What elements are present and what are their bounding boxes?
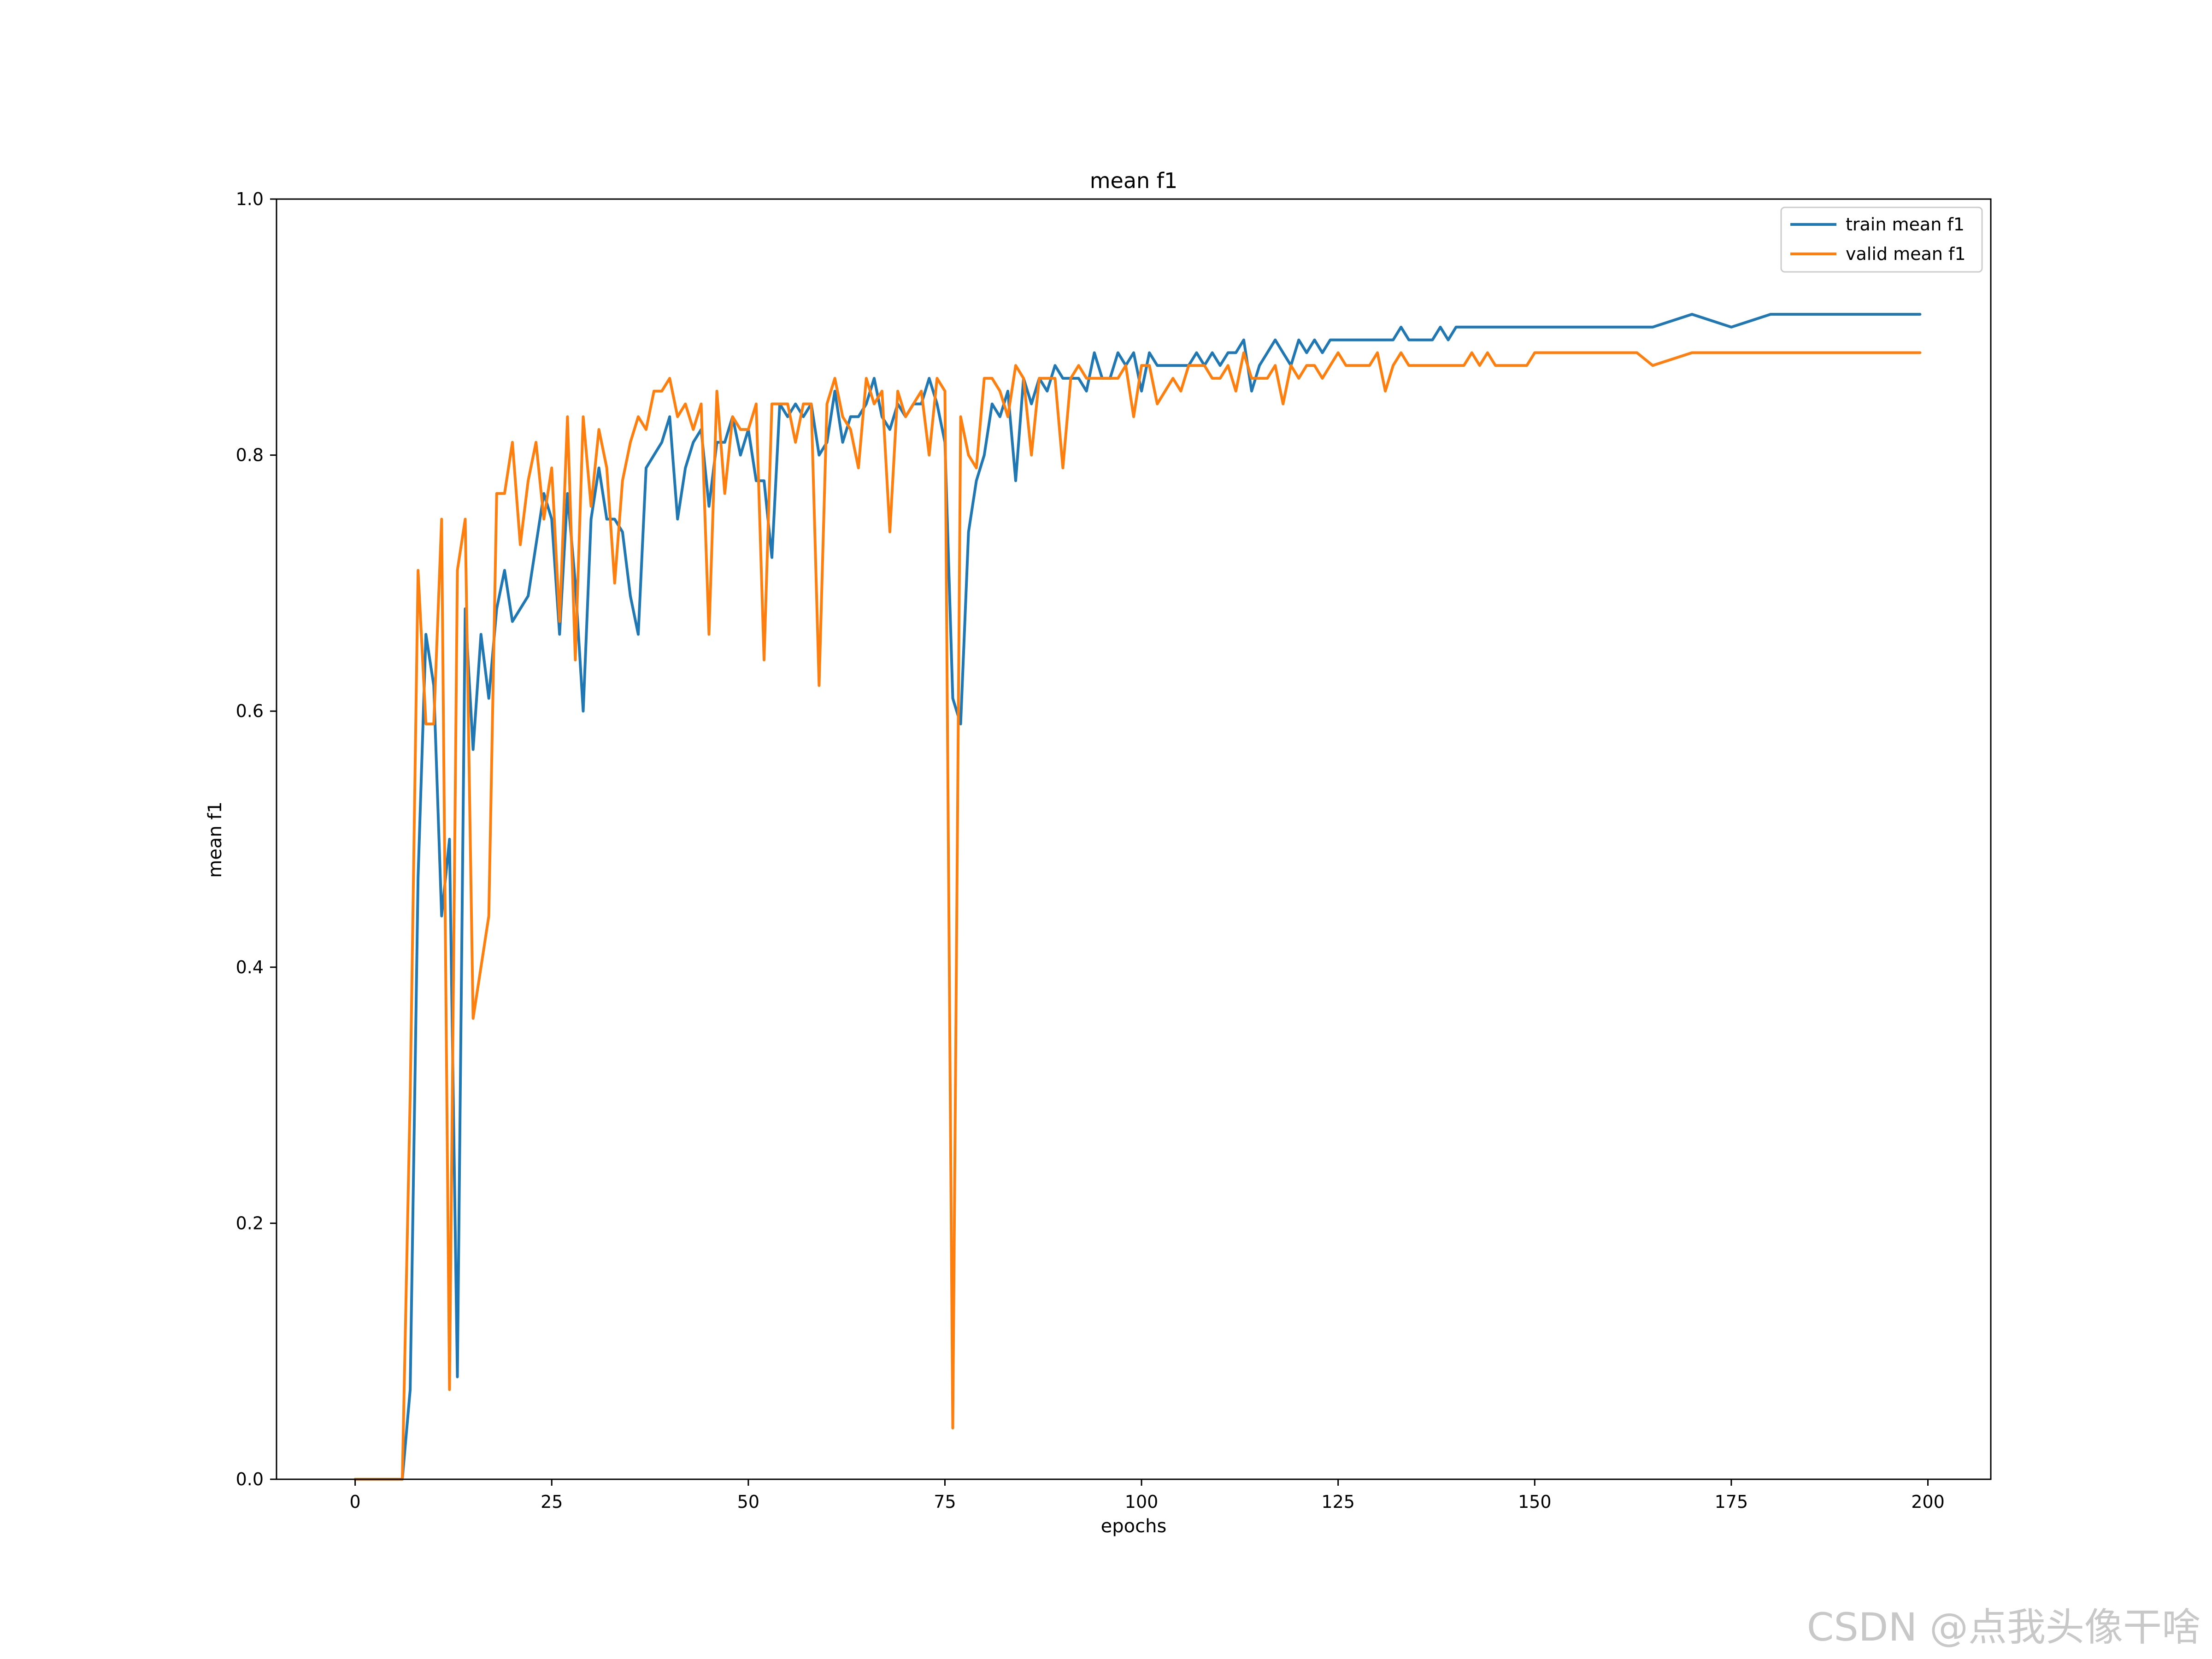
y-axis: 0.0 0.2 0.4 0.6 0.8 1.0 [236, 189, 276, 1489]
y-tick-label: 0.2 [236, 1213, 264, 1233]
x-tick-label: 150 [1518, 1492, 1552, 1512]
y-tick-label: 0.8 [236, 445, 264, 465]
x-tick-label: 175 [1715, 1492, 1748, 1512]
y-tick-label: 0.4 [236, 957, 264, 977]
plot-lines [353, 313, 1922, 1481]
x-tick-label: 50 [737, 1492, 759, 1512]
y-tick-label: 0.0 [236, 1469, 264, 1489]
x-axis: 0 25 50 75 100 125 150 175 200 [350, 1479, 1945, 1512]
x-tick-label: 75 [934, 1492, 956, 1512]
legend-label: train mean f1 [1846, 214, 1965, 235]
chart-title: mean f1 [1090, 168, 1178, 193]
watermark-text: CSDN @点我头像干啥 [1807, 1605, 2200, 1650]
series-line-valid [353, 351, 1922, 1481]
y-tick-label: 1.0 [236, 189, 264, 209]
x-tick-label: 200 [1911, 1492, 1945, 1512]
x-tick-label: 0 [350, 1492, 361, 1512]
x-tick-label: 100 [1125, 1492, 1159, 1512]
legend-label: valid mean f1 [1846, 244, 1966, 264]
y-tick-label: 0.6 [236, 701, 264, 721]
x-tick-label: 25 [541, 1492, 563, 1512]
x-tick-label: 125 [1321, 1492, 1355, 1512]
y-axis-label: mean f1 [205, 801, 226, 878]
legend: train mean f1 valid mean f1 [1780, 206, 1983, 273]
plot-frame [276, 198, 1992, 1480]
x-axis-label: epochs [1101, 1516, 1167, 1537]
